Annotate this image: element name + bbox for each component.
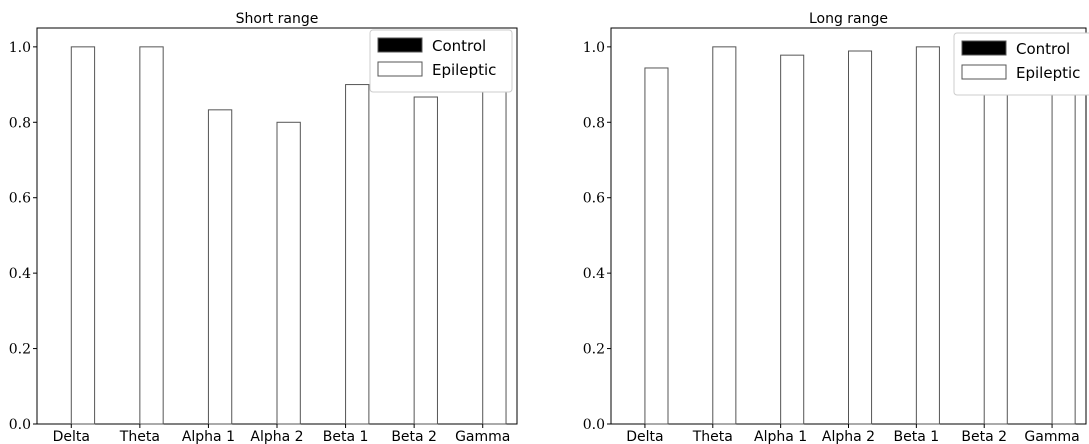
y-tick-label: 0.4	[9, 266, 31, 282]
x-tick-label: Gamma	[455, 429, 510, 444]
legend-swatch-control	[377, 37, 423, 53]
legend: Control Epileptic	[369, 29, 513, 93]
x-tick-label: Delta	[53, 429, 90, 444]
y-tick-label: 1.0	[9, 40, 31, 56]
bar-epileptic-gamma	[1051, 65, 1076, 425]
y-tick-label: 0.6	[9, 191, 31, 207]
y-tick-label: 0.8	[583, 115, 605, 131]
y-tick-label: 0.8	[9, 115, 31, 131]
chart-title: Short range	[236, 11, 319, 27]
x-tick-label: Beta 1	[894, 429, 940, 444]
bar-epileptic-beta-2	[983, 65, 1008, 425]
y-tick-label: 0.2	[583, 342, 605, 358]
x-tick-label: Alpha 1	[182, 429, 235, 444]
x-tick-label: Beta 2	[961, 429, 1007, 444]
x-tick-label: Alpha 1	[754, 429, 807, 444]
bar-epileptic-alpha-2	[848, 50, 873, 425]
bar-epileptic-gamma	[482, 84, 507, 425]
bar-epileptic-alpha-2	[276, 121, 301, 425]
bar-epileptic-beta-2	[413, 96, 438, 425]
x-tick-label: Delta	[626, 429, 663, 444]
x-tick-label: Theta	[692, 429, 733, 444]
y-tick-label: 0.4	[583, 266, 605, 282]
x-tick-label: Alpha 2	[250, 429, 303, 444]
x-tick-label: Theta	[119, 429, 160, 444]
legend-label-control: Control	[1016, 40, 1070, 58]
bar-epileptic-alpha-1	[780, 54, 805, 425]
y-tick-label: 1.0	[583, 40, 605, 56]
bar-epileptic-delta	[644, 67, 669, 425]
x-tick-label: Gamma	[1024, 429, 1079, 444]
legend-label-epileptic: Epileptic	[1016, 64, 1080, 82]
bar-epileptic-beta-1	[345, 84, 370, 425]
short-range-panel: Short range 0.0 0.2 0.4 0.6 0.8 1.0 Delta Theta A…	[9, 11, 518, 444]
bar-epileptic-alpha-1	[207, 109, 233, 425]
legend-swatch-control	[961, 40, 1007, 56]
long-range-panel: Long range 0.0 0.2 0.4 0.6 0.8 1.0 Delta Theta Al…	[583, 11, 1089, 444]
x-tick-label: Beta 1	[323, 429, 369, 444]
legend-label-control: Control	[432, 37, 486, 55]
y-tick-label: 0.0	[9, 417, 31, 433]
chart-title: Long range	[809, 11, 888, 27]
legend-swatch-epileptic	[377, 61, 423, 77]
bar-epileptic-theta	[712, 46, 737, 425]
bar-epileptic-theta	[139, 46, 164, 425]
legend-label-epileptic: Epileptic	[432, 61, 496, 79]
x-tick-label: Alpha 2	[822, 429, 875, 444]
legend: Control Epileptic	[953, 32, 1089, 96]
legend-swatch-epileptic	[961, 64, 1007, 80]
bar-epileptic-beta-1	[915, 46, 940, 425]
y-tick-label: 0.6	[583, 191, 605, 207]
x-tick-label: Beta 2	[391, 429, 437, 444]
y-tick-label: 0.0	[583, 417, 605, 433]
bar-epileptic-delta	[70, 46, 96, 425]
y-tick-label: 0.2	[9, 342, 31, 358]
